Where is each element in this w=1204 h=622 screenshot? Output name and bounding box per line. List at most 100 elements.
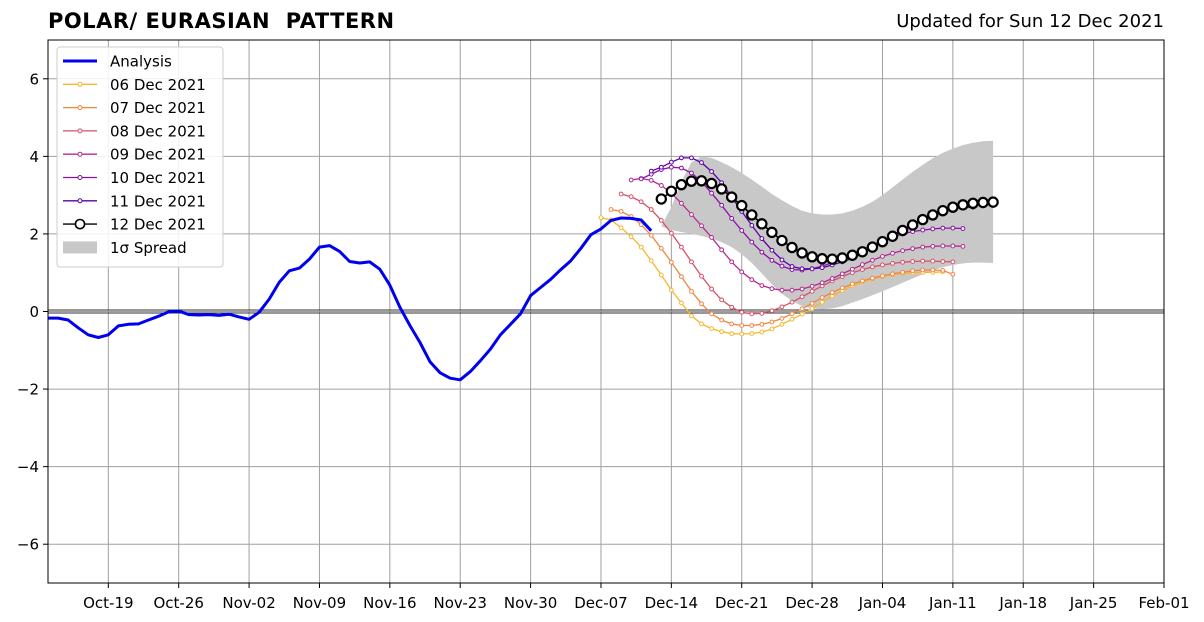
forecast-point (920, 227, 926, 233)
y-tick-label: −4 (17, 458, 39, 476)
forecast-point (739, 323, 745, 328)
forecast-point (699, 223, 704, 229)
legend-marker (74, 218, 86, 230)
forecast-point (668, 259, 674, 265)
y-tick-label: 4 (29, 148, 39, 166)
forecast-point (950, 225, 956, 231)
legend-marker (77, 105, 83, 111)
x-tick-label: Nov-23 (434, 594, 487, 612)
forecast-point (679, 165, 684, 171)
forecast-point (719, 202, 725, 208)
axes: Oct-19 Oct-26 Nov-02 Nov-09 Nov-16 Nov-23 Nov-… (17, 39, 1190, 612)
forecast-point (638, 199, 644, 205)
forecast-point (749, 323, 755, 328)
forecast-point (719, 247, 725, 253)
analysis-line (48, 216, 653, 382)
forecast-point (870, 257, 875, 263)
forecast-point (806, 251, 818, 263)
forecast-point (725, 191, 738, 203)
chart-title: POLAR/ EURASIAN PATTERN (48, 9, 395, 33)
legend-entry: Analysis (63, 53, 172, 71)
forecast-point (608, 207, 614, 212)
forecast-point (628, 194, 634, 200)
legend-marker (77, 151, 83, 157)
forecast-point (977, 196, 989, 209)
forecast-point (749, 222, 755, 228)
chart-subtitle: Updated for Sun 12 Dec 2021 (896, 11, 1164, 32)
forecast-point (826, 253, 838, 265)
forecast-point (648, 168, 654, 174)
forecast-point (638, 176, 644, 182)
forecast-point (829, 290, 835, 295)
forecast-point (769, 308, 775, 314)
forecast-point (736, 199, 748, 212)
forecast-point (839, 285, 845, 291)
legend-swatch (63, 241, 97, 254)
forecast-point (759, 249, 765, 255)
forecast-point (799, 306, 805, 312)
legend-label: 07 Dec 2021 (110, 99, 206, 117)
x-tick-label: Jan-25 (1069, 594, 1118, 612)
forecast-point (675, 178, 688, 191)
legend-label: 1σ Spread (110, 239, 187, 257)
forecast-point (927, 209, 939, 221)
x-tick-label: Nov-09 (293, 594, 346, 612)
forecast-point (689, 288, 694, 294)
forecast-point (766, 226, 778, 239)
forecast-point (937, 204, 949, 217)
forecast-point (819, 280, 825, 286)
forecast-point (699, 301, 704, 307)
forecast-line (620, 193, 953, 315)
forecast-point (729, 216, 735, 221)
forecast-point (618, 225, 624, 231)
forecast-point (880, 254, 885, 259)
forecast-point (689, 313, 694, 319)
forecast-point (947, 201, 959, 213)
forecast-point (967, 197, 979, 209)
forecast-point (739, 331, 745, 337)
legend-marker (77, 81, 83, 87)
forecast-point (950, 243, 956, 249)
forecast-point (870, 275, 875, 281)
forecast-point (749, 239, 755, 245)
forecast-point (618, 209, 624, 214)
forecast-point (719, 317, 725, 323)
forecast-point (729, 321, 735, 327)
forecast-point (628, 177, 634, 183)
forecast-line (631, 177, 963, 291)
forecast-point (709, 169, 714, 174)
forecast-point (618, 191, 624, 197)
forecast-point (709, 311, 714, 317)
forecast-point (709, 326, 714, 331)
x-tick-label: Jan-11 (928, 594, 977, 612)
legend-marker (77, 198, 83, 204)
forecast-point (859, 278, 865, 284)
forecast-point (930, 226, 936, 232)
forecast-point (655, 193, 667, 205)
y-tick-label: 6 (29, 70, 39, 88)
forecast-point (759, 236, 765, 241)
forecast-point (876, 235, 889, 248)
forecast-point (739, 228, 745, 233)
forecast-point (896, 224, 909, 237)
forecast-point (749, 331, 755, 337)
y-tick-label: 0 (29, 303, 39, 321)
forecast-point (749, 311, 755, 317)
forecast-point (658, 183, 664, 188)
legend-entry: 09 Dec 2021 (63, 146, 206, 164)
forecast-point (900, 248, 905, 254)
forecast-point (679, 200, 684, 206)
forecast-series (655, 175, 999, 265)
forecast-point (628, 234, 634, 240)
forecast-point (880, 273, 885, 279)
forecast-point (769, 319, 775, 325)
forecast-point (950, 271, 956, 277)
forecast-point (859, 262, 865, 267)
forecast-point (910, 268, 916, 274)
forecast-point (799, 266, 805, 272)
x-tick-label: Dec-07 (574, 594, 628, 612)
forecast-point (829, 276, 835, 281)
forecast-point (779, 304, 785, 310)
forecast-point (920, 267, 926, 273)
forecast-point (789, 299, 795, 305)
